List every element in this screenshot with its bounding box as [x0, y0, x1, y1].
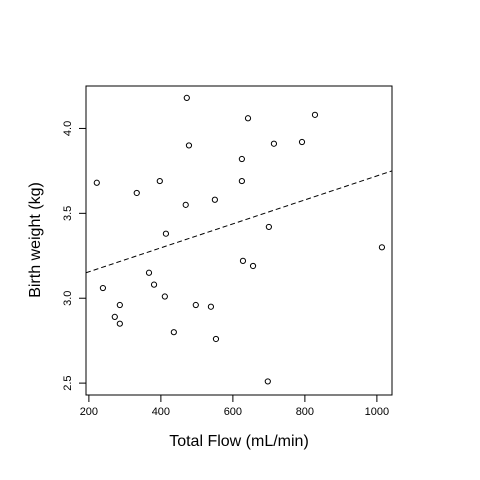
point [238, 177, 245, 185]
point [378, 244, 386, 251]
point [183, 94, 190, 101]
point [298, 138, 306, 146]
point [270, 140, 278, 147]
x-tick-label: 200 [80, 406, 98, 418]
x-tick-label: 800 [296, 406, 314, 418]
point [238, 155, 245, 163]
plot-frame [85, 85, 393, 396]
y-tick-label: 3.5 [62, 206, 74, 221]
point [212, 335, 220, 343]
point [265, 223, 272, 231]
x-axis-title: Total Flow (mL/min) [169, 433, 309, 450]
point [211, 196, 218, 203]
y-tick-label: 3.0 [62, 291, 74, 306]
y-tick-label: 2.5 [62, 375, 74, 390]
point [133, 189, 140, 197]
point [145, 269, 153, 276]
y-axis-title: Birth weight (kg) [27, 182, 44, 298]
point [116, 301, 123, 309]
point [150, 281, 158, 288]
x-tick-label: 600 [224, 406, 242, 418]
point [111, 313, 118, 321]
point [207, 303, 215, 310]
point [116, 320, 123, 327]
point [162, 230, 170, 237]
point [93, 179, 100, 186]
point [99, 284, 107, 292]
point [170, 329, 177, 336]
point [239, 257, 247, 264]
x-tick-label: 400 [152, 406, 170, 418]
x-tick-label: 1000 [365, 406, 389, 418]
point [161, 293, 168, 300]
point [264, 378, 271, 385]
point [182, 201, 189, 208]
point [156, 177, 163, 185]
point [185, 142, 193, 149]
trend-line [85, 170, 393, 274]
point [311, 111, 319, 118]
point [249, 262, 257, 270]
point [192, 301, 199, 309]
point [244, 115, 252, 122]
y-tick-label: 4.0 [62, 121, 74, 136]
